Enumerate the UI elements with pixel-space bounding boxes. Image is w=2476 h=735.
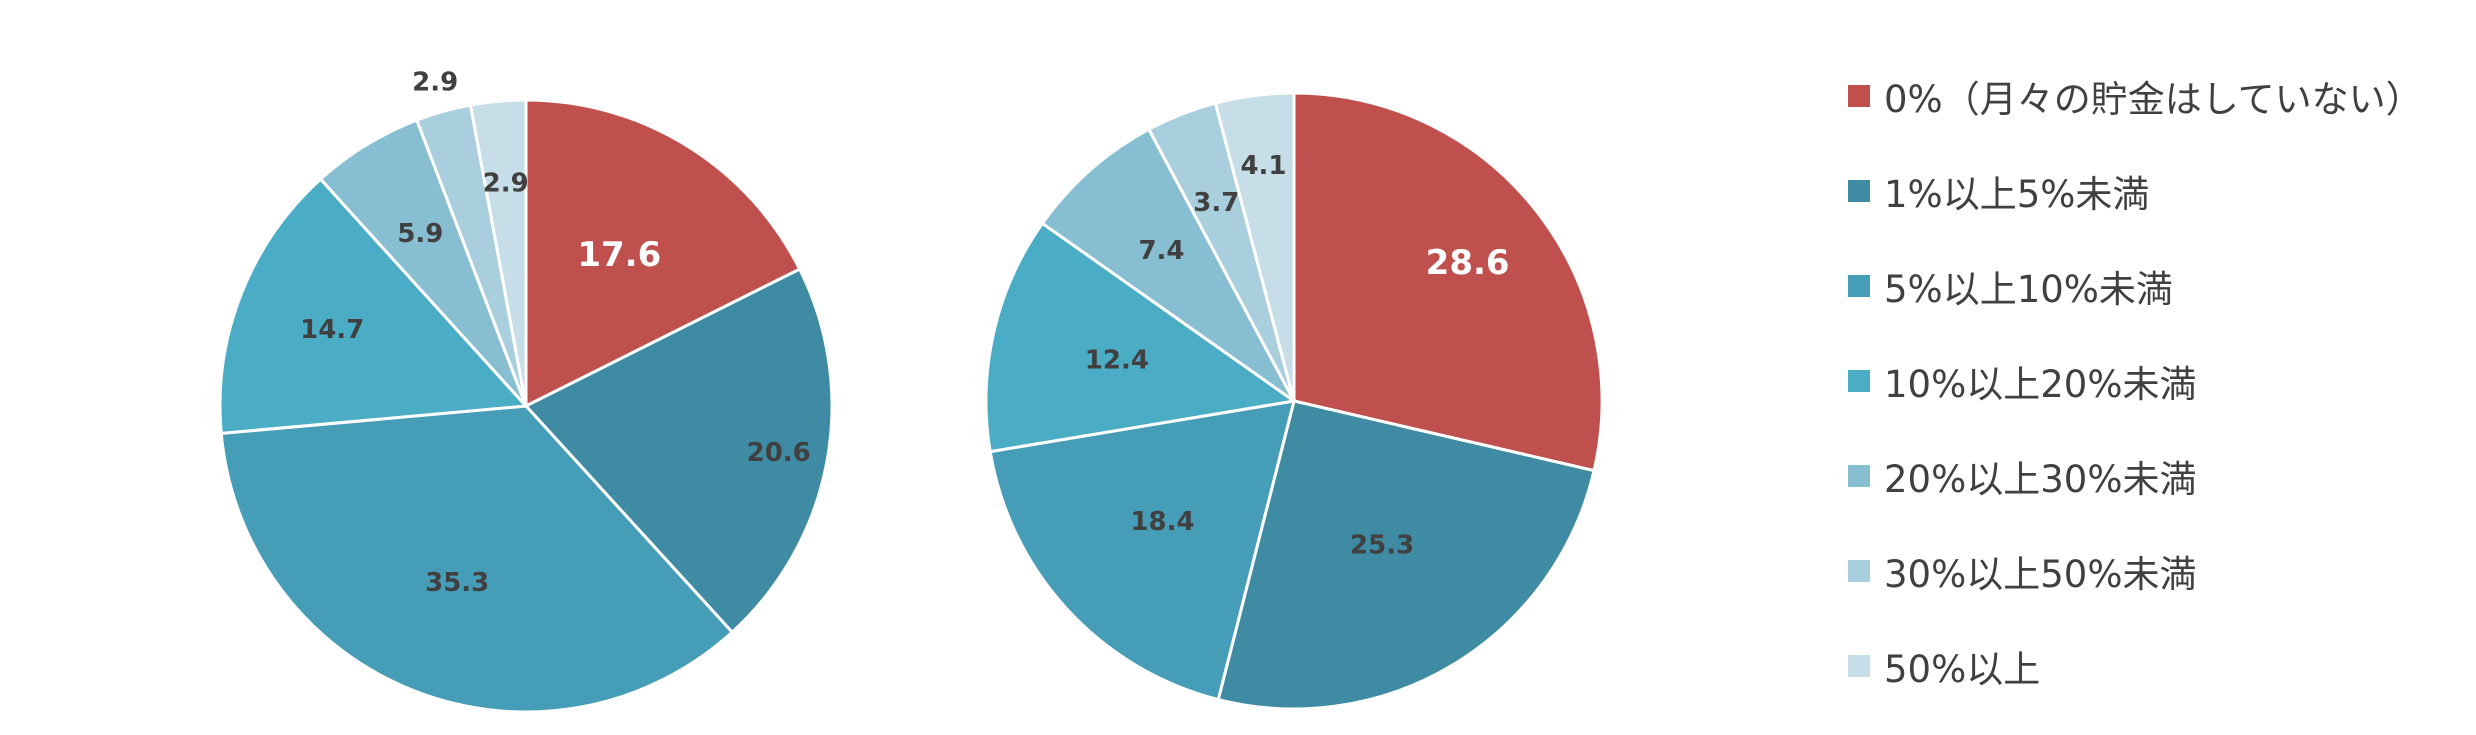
pie-2-slice-1: [1216, 399, 1596, 711]
pie-1-slice-2: [219, 404, 735, 714]
legend-item-3: 10%以上20%未満: [1848, 333, 2423, 428]
pie-2-label-1: 25.3: [1350, 531, 1414, 561]
pie-2: 28.6 25.3 18.4 12.4 7.4 3.74.1: [984, 91, 1604, 711]
pie-1-slice-1: [523, 267, 834, 635]
pie-1-label-3: 14.7: [300, 315, 364, 345]
pie-2-slice-4: [1040, 127, 1296, 403]
pie-2-slice-2: [988, 399, 1297, 702]
legend-label-3: 10%以上20%未満: [1884, 362, 2197, 406]
pie-1-label-6: 2.9: [483, 169, 529, 199]
legend-swatch-5: [1848, 559, 1870, 582]
pie-1-label-1: 20.6: [747, 438, 811, 468]
pie-1-label-0: 17.6: [577, 235, 661, 275]
legend-label-4: 20%以上30%未満: [1884, 457, 2197, 501]
legend-item-6: 50%以上: [1848, 618, 2423, 713]
legend-swatch-4: [1848, 464, 1870, 487]
legend-label-5: 30%以上50%未満: [1884, 552, 2197, 596]
pie-2-label-3: 12.4: [1085, 345, 1149, 375]
legend-swatch-2: [1848, 274, 1870, 297]
pie-2-label-2: 18.4: [1130, 507, 1194, 537]
pie-2-label-0: 28.6: [1426, 243, 1510, 283]
legend-swatch-1: [1848, 179, 1870, 202]
legend-item-1: 1%以上5%未満: [1848, 143, 2423, 238]
legend-label-1: 1%以上5%未満: [1884, 172, 2150, 216]
pie-1-label-2: 35.3: [425, 568, 489, 598]
legend-swatch-6: [1848, 654, 1870, 677]
pie-2-label-4: 7.4: [1138, 236, 1184, 266]
pie-2-label-5: 3.7: [1193, 188, 1239, 218]
legend-item-4: 20%以上30%未満: [1848, 428, 2423, 523]
legend-swatch-0: [1848, 84, 1870, 107]
pie-1-slice-3: [218, 177, 530, 436]
pie-2-label-6: 4.1: [1240, 151, 1286, 181]
pie-1-label-4: 5.9: [397, 219, 443, 249]
legend-item-5: 30%以上50%未満: [1848, 523, 2423, 618]
legend: 0%（月々の貯金はしていない） 1%以上5%未満 5%以上10%未満 10%以上…: [1848, 48, 2423, 713]
pie-2-slice-3: [984, 221, 1298, 454]
legend-label-6: 50%以上: [1884, 647, 2041, 691]
pie-2-slice-0: [1292, 91, 1604, 473]
legend-label-2: 5%以上10%未満: [1884, 267, 2173, 311]
legend-item-2: 5%以上10%未満: [1848, 238, 2423, 333]
pie-2-slice-6: [1213, 91, 1296, 402]
pie-1-label-5: 2.9: [412, 67, 458, 97]
legend-label-0: 0%（月々の貯金はしていない）: [1884, 77, 2423, 121]
pie-1: 17.6 20.6 35.3 14.7 5.9 2.9 2.9: [218, 67, 834, 714]
pie-1-slice-0: [524, 98, 802, 409]
legend-swatch-3: [1848, 369, 1870, 392]
pie-1-slice-6: [468, 98, 528, 407]
legend-item-0: 0%（月々の貯金はしていない）: [1848, 48, 2423, 143]
